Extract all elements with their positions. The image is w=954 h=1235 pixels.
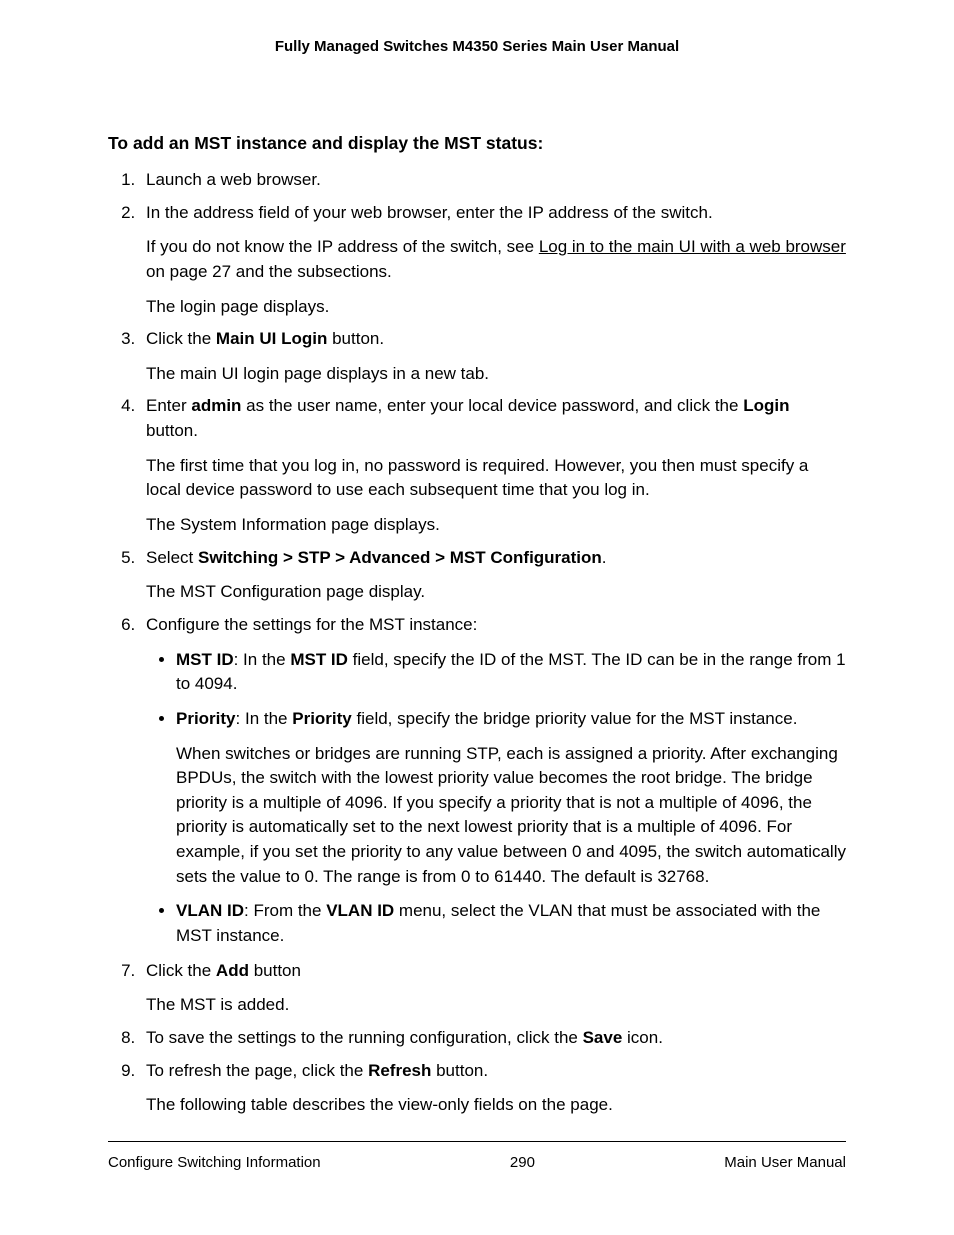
step-text: The MST is added.: [146, 993, 846, 1018]
procedure-list: Launch a web browser. In the address fie…: [108, 168, 846, 1118]
ui-path: Switching > STP > Advanced > MST Configu…: [198, 548, 602, 567]
sub-item-text: MST ID: In the MST ID field, specify the…: [176, 648, 846, 697]
step-6: Configure the settings for the MST insta…: [140, 613, 846, 949]
document-page: Fully Managed Switches M4350 Series Main…: [0, 0, 954, 1235]
step-text: Select Switching > STP > Advanced > MST …: [146, 546, 846, 571]
field-label: Priority: [176, 709, 236, 728]
sub-item-vlan-id: VLAN ID: From the VLAN ID menu, select t…: [176, 899, 846, 948]
step-text: Launch a web browser.: [146, 168, 846, 193]
footer-left: Configure Switching Information: [108, 1154, 321, 1171]
step-text: The first time that you log in, no passw…: [146, 454, 846, 503]
sub-list: MST ID: In the MST ID field, specify the…: [146, 648, 846, 949]
footer-row: Configure Switching Information 290 Main…: [108, 1154, 846, 1171]
page-number: 290: [510, 1154, 535, 1171]
step-text: Click the Add button: [146, 959, 846, 984]
field-label: VLAN ID: [326, 901, 394, 920]
footer-right: Main User Manual: [724, 1154, 846, 1171]
ui-label: admin: [191, 396, 241, 415]
sub-item-text: When switches or bridges are running STP…: [176, 742, 846, 890]
cross-ref-link[interactable]: Log in to the main UI with a web browser: [539, 237, 846, 256]
field-label: MST ID: [176, 650, 234, 669]
step-2: In the address field of your web browser…: [140, 201, 846, 320]
step-text: The main UI login page displays in a new…: [146, 362, 846, 387]
step-text: The System Information page displays.: [146, 513, 846, 538]
sub-item-mst-id: MST ID: In the MST ID field, specify the…: [176, 648, 846, 697]
step-text: Click the Main UI Login button.: [146, 327, 846, 352]
step-text: To refresh the page, click the Refresh b…: [146, 1059, 846, 1084]
ui-label: Save: [583, 1028, 623, 1047]
field-label: VLAN ID: [176, 901, 244, 920]
ui-label: Login: [743, 396, 789, 415]
ui-label: Add: [216, 961, 249, 980]
step-text: If you do not know the IP address of the…: [146, 235, 846, 284]
step-text: Configure the settings for the MST insta…: [146, 613, 846, 638]
step-text: The MST Configuration page display.: [146, 580, 846, 605]
step-9: To refresh the page, click the Refresh b…: [140, 1059, 846, 1118]
ui-label: Main UI Login: [216, 329, 327, 348]
step-text: The login page displays.: [146, 295, 846, 320]
ui-label: Refresh: [368, 1061, 431, 1080]
page-footer: Configure Switching Information 290 Main…: [108, 1141, 846, 1171]
footer-rule: [108, 1141, 846, 1142]
step-7: Click the Add button The MST is added.: [140, 959, 846, 1018]
step-4: Enter admin as the user name, enter your…: [140, 394, 846, 537]
sub-item-priority: Priority: In the Priority field, specify…: [176, 707, 846, 889]
step-8: To save the settings to the running conf…: [140, 1026, 846, 1051]
section-title: To add an MST instance and display the M…: [108, 133, 846, 154]
sub-item-text: VLAN ID: From the VLAN ID menu, select t…: [176, 899, 846, 948]
step-1: Launch a web browser.: [140, 168, 846, 193]
step-text: To save the settings to the running conf…: [146, 1026, 846, 1051]
field-label: Priority: [292, 709, 352, 728]
step-text: The following table describes the view-o…: [146, 1093, 846, 1118]
sub-item-text: Priority: In the Priority field, specify…: [176, 707, 846, 732]
field-label: MST ID: [290, 650, 348, 669]
page-header: Fully Managed Switches M4350 Series Main…: [108, 38, 846, 55]
step-5: Select Switching > STP > Advanced > MST …: [140, 546, 846, 605]
step-text: In the address field of your web browser…: [146, 201, 846, 226]
step-text: Enter admin as the user name, enter your…: [146, 394, 846, 443]
step-3: Click the Main UI Login button. The main…: [140, 327, 846, 386]
